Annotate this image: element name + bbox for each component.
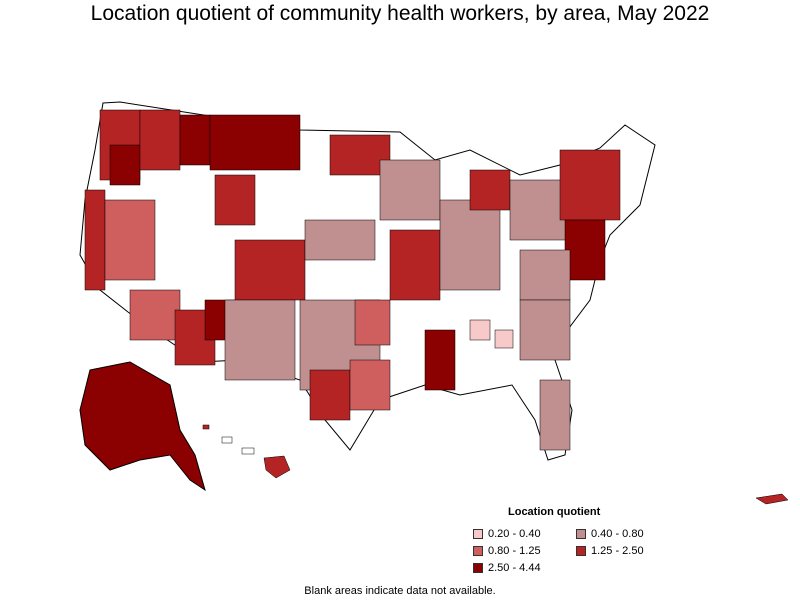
plains-areas	[299, 134, 391, 421]
legend-swatch	[473, 546, 483, 556]
legend-swatch	[576, 529, 586, 539]
legend-item-4: 2.50 - 4.44	[473, 562, 541, 574]
legend-swatch	[473, 563, 483, 573]
footnote: Blank areas indicate data not available.	[304, 585, 496, 597]
legend-label: 0.40 - 0.80	[591, 528, 644, 540]
east-areas	[469, 149, 621, 451]
puerto-rico-region	[755, 493, 789, 505]
legend-label: 0.80 - 1.25	[488, 545, 541, 557]
pacific-northwest-areas	[99, 109, 301, 186]
legend-label: 0.20 - 0.40	[488, 528, 541, 540]
legend-swatch	[576, 546, 586, 556]
map-title: Location quotient of community health wo…	[90, 2, 710, 25]
legend-item-3: 1.25 - 2.50	[576, 545, 644, 557]
alaska-region	[79, 361, 206, 492]
legend-label: 2.50 - 4.44	[488, 562, 541, 574]
west-areas	[84, 174, 306, 381]
hawaii-region	[202, 424, 291, 479]
legend-swatch	[473, 529, 483, 539]
legend-item-2: 0.80 - 1.25	[473, 545, 541, 557]
legend-item-1: 0.40 - 0.80	[576, 528, 644, 540]
midwest-areas	[379, 159, 511, 391]
legend-label: 1.25 - 2.50	[591, 545, 644, 557]
legend-item-0: 0.20 - 0.40	[473, 528, 541, 540]
legend-title: Location quotient	[508, 506, 601, 518]
